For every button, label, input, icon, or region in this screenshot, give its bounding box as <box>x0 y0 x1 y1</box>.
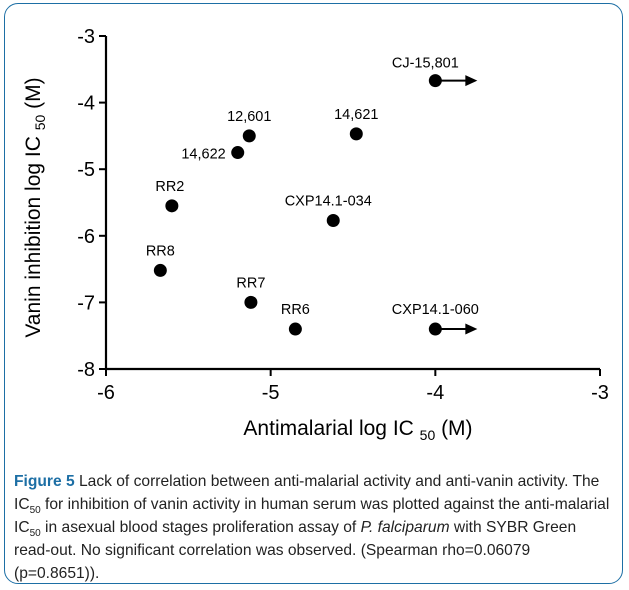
point-label: CXP14.1-060 <box>392 302 479 318</box>
x-tick-label: -4 <box>426 382 444 404</box>
caption-subscript-2: 50 <box>29 528 41 540</box>
caption-subscript-1: 50 <box>29 505 41 517</box>
data-point <box>288 322 302 336</box>
point-label: CXP14.1-034 <box>285 193 372 209</box>
y-tick-label: -6 <box>77 226 95 248</box>
arrow-head <box>465 75 478 87</box>
x-tick-label: -3 <box>591 382 609 404</box>
point-label: RR8 <box>146 243 175 259</box>
data-point <box>153 263 167 277</box>
x-axis-label: Antimalarial log IC 50 (M) <box>243 417 472 443</box>
caption-text-3: in asexual blood stages proliferation as… <box>40 519 361 536</box>
caption-text-1: Lack of correlation between anti-malaria… <box>14 473 600 513</box>
data-point <box>244 295 258 309</box>
data-point <box>165 199 179 213</box>
x-tick-label: -6 <box>97 382 115 404</box>
point-label: 14,621 <box>334 107 378 123</box>
point-label: RR6 <box>281 302 310 318</box>
point-label: 14,622 <box>181 147 225 163</box>
caption-species: P. falciparum <box>360 519 450 536</box>
data-point <box>231 146 245 160</box>
point-label: 12,601 <box>227 109 271 125</box>
caption-text-4: with SYBR Green read-out. No significant… <box>14 519 577 582</box>
data-point <box>349 127 363 141</box>
y-tick-label: -4 <box>77 93 95 115</box>
figure-label: Figure 5 <box>14 473 75 490</box>
point-label: RR7 <box>236 275 265 291</box>
point-label: RR2 <box>155 179 184 195</box>
caption-text-2: for inhibition of vanin activity in huma… <box>14 496 610 536</box>
data-point <box>242 129 256 143</box>
y-tick-label: -8 <box>77 359 95 381</box>
figure-frame <box>4 3 623 584</box>
data-point <box>326 213 340 227</box>
figure-caption: Figure 5 Lack of correlation between ant… <box>14 470 614 585</box>
y-tick-label: -5 <box>77 159 95 181</box>
x-tick-label: -5 <box>262 382 280 404</box>
arrow-head <box>465 323 478 335</box>
y-axis-label: Vanin inhibition log IC 50 (M) <box>22 77 48 337</box>
y-tick-label: -7 <box>77 292 95 314</box>
y-tick-label: -3 <box>77 26 95 48</box>
point-label: CJ-15,801 <box>392 56 459 72</box>
